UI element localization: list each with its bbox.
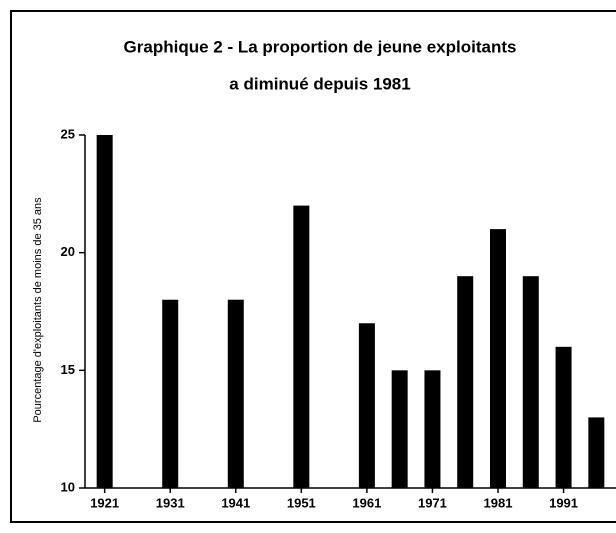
- chart-title: Graphique 2 - La proportion de jeune exp…: [124, 37, 517, 56]
- x-tick-label: 1921: [90, 495, 119, 510]
- y-axis-label: Pourcentage d'exploitants de moins de 35…: [32, 197, 44, 423]
- bar: [227, 299, 244, 488]
- bar: [358, 323, 375, 488]
- bar: [391, 370, 408, 488]
- chart-title: a diminué depuis 1981: [229, 74, 410, 93]
- bar: [490, 229, 506, 488]
- y-tick-label: 15: [61, 362, 75, 377]
- y-tick-label: 25: [61, 126, 75, 141]
- bar: [522, 276, 539, 488]
- bar: [293, 205, 310, 488]
- bar: [162, 299, 179, 488]
- x-tick-label: 1981: [484, 495, 513, 510]
- bar: [424, 370, 441, 488]
- bar: [588, 417, 605, 488]
- bar: [96, 135, 113, 488]
- y-tick-label: 20: [61, 244, 75, 259]
- x-tick-label: 1971: [418, 495, 447, 510]
- x-tick-label: 1961: [352, 495, 381, 510]
- x-tick-label: 1991: [549, 495, 578, 510]
- y-tick-label: 10: [61, 479, 75, 494]
- x-tick-label: 1951: [287, 495, 316, 510]
- bar: [457, 276, 474, 488]
- x-tick-label: 1931: [156, 495, 185, 510]
- bar: [555, 346, 572, 488]
- x-tick-label: 1941: [221, 495, 250, 510]
- frame: [10, 10, 616, 523]
